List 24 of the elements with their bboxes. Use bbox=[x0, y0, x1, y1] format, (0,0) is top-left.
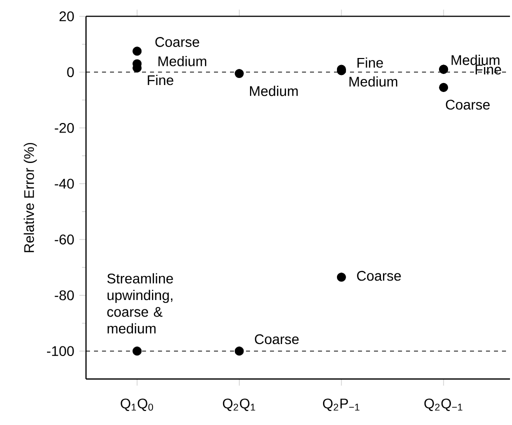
annotation: Medium bbox=[158, 56, 206, 66]
annotation: Fine bbox=[358, 57, 383, 68]
y-tick-label: -60 bbox=[54, 234, 74, 244]
y-tick-label: -40 bbox=[54, 178, 74, 189]
x-tick-label: Q$_{1}$Q$_{0}$ bbox=[120, 398, 154, 411]
y-tick-label: -100 bbox=[47, 346, 74, 356]
annotation: Medium bbox=[250, 86, 298, 96]
annotation: Fine bbox=[476, 64, 502, 74]
x-tick-label: Q$_{2}$P$_{−1}$ bbox=[322, 398, 360, 411]
annotation: Coarse bbox=[357, 270, 401, 281]
annotation: Medium bbox=[452, 54, 500, 66]
annotation: Fine bbox=[148, 74, 174, 86]
x-tick-label: Q$_{2}$Q$_{−1}$ bbox=[424, 398, 462, 411]
annotation: Streamline upwinding, coarse & medium bbox=[107, 273, 173, 334]
y-tick-label: -20 bbox=[54, 122, 74, 133]
annotation: Coarse bbox=[446, 100, 490, 110]
annotation: Coarse bbox=[254, 334, 299, 344]
y-tick-label: -80 bbox=[54, 290, 74, 300]
annotation: Coarse bbox=[155, 37, 200, 47]
x-tick-label: Q$_{2}$Q$_{1}$ bbox=[222, 398, 256, 411]
y-tick-label: 0 bbox=[67, 67, 74, 78]
y-axis-title: Relative Error (%) bbox=[24, 142, 37, 252]
y-tick-label: 20 bbox=[60, 11, 74, 22]
annotation: Medium bbox=[350, 76, 398, 87]
